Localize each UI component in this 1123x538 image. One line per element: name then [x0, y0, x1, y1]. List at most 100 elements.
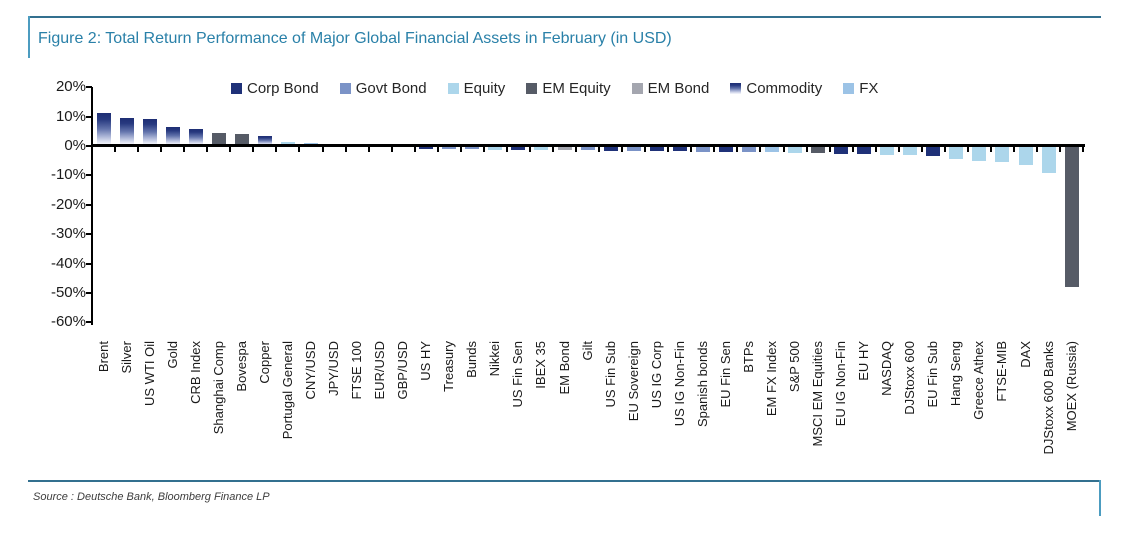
- x-axis-tick: [667, 147, 670, 152]
- chart-bar: [695, 146, 710, 152]
- x-axis-label: DJStoxx 600 Banks: [1040, 341, 1056, 455]
- x-axis-label: IBEX 35: [533, 341, 549, 389]
- x-axis-label: Gilt: [579, 341, 595, 361]
- y-axis-tick: [86, 233, 92, 236]
- y-axis-tick-label: 10%: [55, 107, 86, 125]
- chart-bar: [880, 146, 895, 155]
- x-axis-tick: [1013, 147, 1015, 152]
- legend-swatch-icon: [843, 83, 855, 94]
- chart-bar: [534, 146, 549, 150]
- x-axis-tick: [275, 147, 278, 152]
- x-axis-tick: [1082, 147, 1085, 152]
- y-axis-tick-label: -20%: [50, 195, 86, 213]
- x-axis-tick: [505, 147, 508, 152]
- x-axis-tick: [874, 147, 877, 152]
- chart-bar: [603, 146, 618, 151]
- legend-label: FX: [859, 80, 879, 97]
- y-axis-tick-label: -50%: [50, 284, 86, 301]
- x-axis-label: EM FX Index: [763, 341, 779, 417]
- chart-bar: [465, 146, 480, 149]
- x-axis-tick: [160, 147, 163, 152]
- x-axis-label: Brent: [95, 341, 111, 373]
- x-axis-tick: [229, 147, 232, 152]
- chart-bar: [926, 146, 941, 156]
- chart-bar: [649, 146, 664, 151]
- figure-title: Figure 2: Total Return Performance of Ma…: [38, 30, 672, 47]
- chart-bar: [995, 146, 1010, 162]
- x-axis-tick: [298, 147, 301, 152]
- x-axis-label: CRB Index: [187, 341, 203, 404]
- y-axis-tick: [86, 292, 92, 294]
- x-axis-label: Hang Seng: [948, 341, 964, 407]
- top-rule: [28, 16, 1101, 18]
- x-axis-label: DJStoxx 600: [902, 341, 918, 415]
- legend-swatch-icon: [447, 83, 459, 94]
- y-axis-tick: [86, 262, 92, 265]
- x-axis-label: GBP/USD: [395, 341, 411, 400]
- x-axis-label: NASDAQ: [879, 341, 895, 396]
- x-axis-label: EU Fin Sub: [925, 341, 941, 408]
- chart-bar: [764, 146, 779, 152]
- chart-bar: [119, 118, 134, 145]
- chart-bar: [580, 146, 595, 150]
- chart-bar: [857, 146, 872, 154]
- chart-bar: [1041, 146, 1056, 173]
- x-axis-tick: [436, 147, 439, 152]
- legend-swatch-icon: [526, 83, 538, 94]
- x-axis-label: S&P 500: [787, 341, 803, 393]
- x-axis-tick: [989, 147, 992, 152]
- chart-bar: [903, 146, 918, 155]
- legend-item: Commodity: [730, 80, 822, 97]
- legend-item: Govt Bond: [339, 80, 427, 97]
- x-axis-tick: [413, 147, 416, 152]
- x-axis-tick: [114, 147, 117, 152]
- x-axis-tick: [851, 147, 854, 152]
- x-axis-label: Silver: [118, 341, 134, 374]
- y-axis-tick: [86, 321, 92, 324]
- x-axis-label: EU Fin Sen: [717, 341, 733, 408]
- x-axis-label: MSCI EM Equities: [810, 341, 826, 447]
- x-axis-tick: [598, 147, 601, 152]
- x-axis-label: MOEX (Russia): [1063, 341, 1079, 432]
- x-axis-tick: [736, 147, 739, 152]
- y-axis-tick: [86, 86, 92, 89]
- chart-bar: [142, 119, 157, 145]
- y-axis-tick-label: -10%: [50, 166, 86, 184]
- x-axis-label: Treasury: [441, 341, 457, 392]
- chart-bar: [1018, 146, 1033, 165]
- legend-item: Corp Bond: [231, 80, 319, 97]
- legend-swatch-icon: [730, 83, 742, 94]
- chart-bar: [1064, 146, 1079, 287]
- x-axis-label: Copper: [256, 341, 272, 384]
- y-axis-tick-label: -40%: [50, 254, 86, 272]
- x-axis-label: Shanghai Comp: [210, 341, 226, 435]
- chart-bar: [949, 146, 964, 159]
- x-axis-zero-line: [91, 144, 1085, 147]
- y-axis-tick: [86, 145, 92, 147]
- x-axis-label: US IG Corp: [648, 341, 664, 409]
- x-axis-label: EU IG Non-Fin: [833, 341, 849, 427]
- legend-item: FX: [843, 80, 878, 97]
- y-axis-tick: [86, 203, 92, 206]
- chart-bar: [834, 146, 849, 154]
- legend-swatch-icon: [631, 83, 643, 94]
- x-axis-tick: [367, 147, 370, 152]
- legend-label: Govt Bond: [355, 80, 427, 97]
- chart-bar: [718, 146, 733, 152]
- chart-bar: [419, 146, 434, 149]
- legend-label: EM Bond: [647, 80, 710, 97]
- chart-bar: [442, 146, 457, 149]
- chart-bar: [788, 146, 803, 153]
- y-axis-tick-label: 20%: [55, 78, 86, 96]
- legend-swatch-icon: [231, 83, 242, 94]
- chart-bar: [488, 146, 503, 150]
- x-axis-label: Gold: [164, 341, 180, 369]
- chart-bar: [188, 129, 203, 145]
- x-axis-tick: [183, 147, 186, 152]
- x-axis-label: BTPs: [740, 341, 756, 373]
- x-axis-tick: [252, 147, 255, 152]
- x-axis-label: Greece Athex: [971, 341, 987, 420]
- x-axis-label: FTSE-MIB: [994, 341, 1010, 402]
- x-axis-tick: [966, 147, 969, 152]
